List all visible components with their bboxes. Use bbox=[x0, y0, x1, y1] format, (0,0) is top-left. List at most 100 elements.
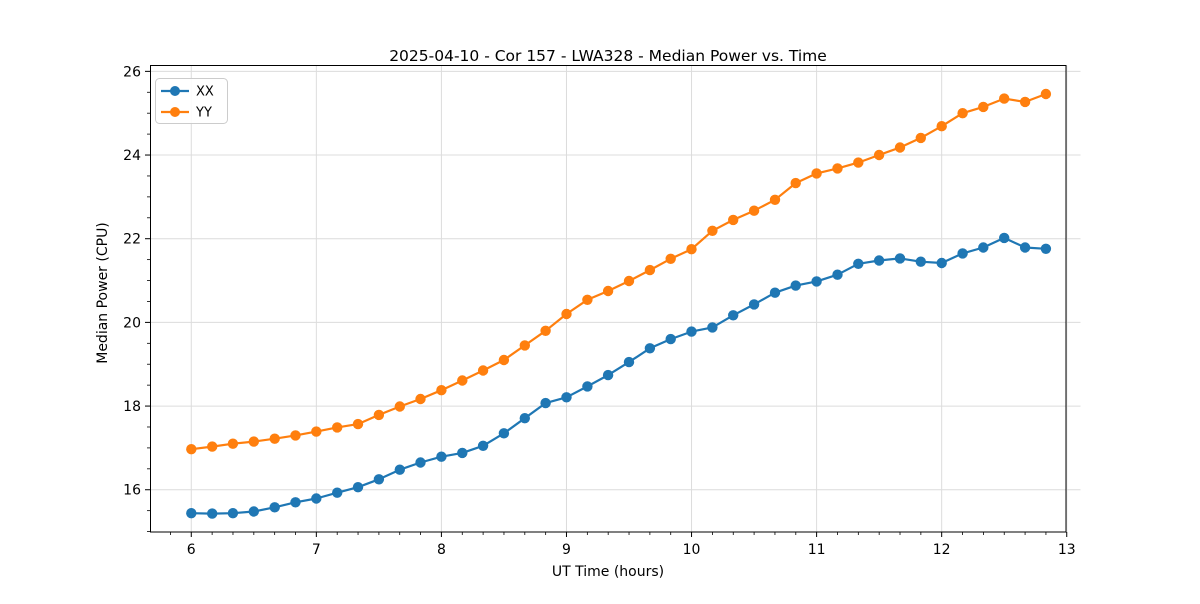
legend-label-yy: YY bbox=[195, 106, 212, 121]
x-tick-label: 6 bbox=[187, 542, 196, 558]
legend-label-xx: XX bbox=[196, 85, 214, 100]
y-tick-label: 24 bbox=[123, 148, 141, 164]
data-point bbox=[269, 502, 280, 513]
legend-marker-yy bbox=[170, 107, 180, 117]
data-point bbox=[332, 422, 343, 433]
data-point bbox=[686, 244, 697, 255]
data-point bbox=[186, 444, 197, 455]
x-tick-label: 13 bbox=[1058, 542, 1076, 558]
data-point bbox=[707, 225, 718, 236]
data-point bbox=[999, 232, 1010, 244]
data-point bbox=[894, 142, 906, 153]
data-point bbox=[373, 474, 385, 485]
data-point bbox=[644, 343, 656, 354]
data-point bbox=[1040, 88, 1052, 100]
data-point bbox=[394, 464, 405, 475]
data-point bbox=[477, 365, 489, 376]
data-point bbox=[207, 441, 218, 452]
data-point bbox=[728, 310, 739, 321]
data-point bbox=[352, 418, 364, 430]
series-line-xx bbox=[191, 236, 1046, 515]
data-point bbox=[1019, 96, 1031, 108]
data-point bbox=[394, 401, 405, 412]
data-point bbox=[373, 409, 385, 421]
data-point bbox=[248, 436, 259, 447]
data-point bbox=[519, 340, 530, 351]
x-axis-label: UT Time (hours) bbox=[552, 564, 664, 580]
x-tick-label: 12 bbox=[933, 542, 951, 558]
data-point bbox=[227, 508, 239, 519]
data-point bbox=[582, 381, 593, 392]
data-point bbox=[769, 194, 781, 205]
data-point bbox=[811, 168, 822, 179]
data-point bbox=[248, 506, 259, 517]
y-tick-label: 26 bbox=[123, 64, 141, 80]
data-point bbox=[352, 482, 364, 493]
data-point bbox=[415, 393, 426, 405]
data-point bbox=[644, 264, 656, 276]
chart-title: 2025-04-10 - Cor 157 - LWA328 - Median P… bbox=[389, 47, 827, 65]
data-point bbox=[665, 253, 676, 264]
data-point bbox=[832, 163, 843, 174]
legend-marker-xx bbox=[170, 86, 180, 96]
data-point bbox=[519, 413, 530, 424]
data-point bbox=[936, 121, 947, 132]
data-point bbox=[436, 385, 447, 396]
data-point bbox=[311, 493, 322, 504]
data-point bbox=[894, 253, 906, 264]
axis-ticks: 6 7 8 9 10 11 12 13 16 18 20 22 24 26 bbox=[123, 64, 1075, 558]
data-point bbox=[999, 93, 1010, 104]
data-point bbox=[853, 258, 864, 269]
x-tick-label: 7 bbox=[312, 542, 321, 558]
data-point bbox=[332, 487, 343, 498]
data-point bbox=[748, 299, 760, 310]
y-tick-label: 22 bbox=[123, 232, 141, 248]
y-tick-label: 16 bbox=[123, 483, 141, 499]
data-point bbox=[936, 257, 947, 269]
data-point bbox=[707, 322, 718, 333]
data-point bbox=[853, 157, 864, 168]
data-point bbox=[623, 275, 635, 287]
data-point bbox=[665, 333, 676, 345]
data-point bbox=[1019, 242, 1031, 253]
series-layer bbox=[186, 88, 1052, 519]
data-point bbox=[957, 248, 968, 259]
y-tick-label: 20 bbox=[123, 315, 141, 331]
x-tick-label: 9 bbox=[562, 542, 571, 558]
data-point bbox=[978, 242, 989, 253]
series-line-yy bbox=[191, 92, 1047, 451]
data-point bbox=[811, 276, 822, 287]
data-point bbox=[561, 308, 572, 320]
x-tick-label: 11 bbox=[808, 542, 826, 558]
data-point bbox=[436, 451, 447, 462]
data-point bbox=[415, 457, 426, 468]
data-point bbox=[186, 508, 197, 519]
data-point bbox=[498, 354, 510, 366]
data-point bbox=[269, 433, 280, 444]
data-point bbox=[957, 108, 968, 119]
data-point bbox=[290, 430, 301, 441]
series-yy bbox=[186, 88, 1052, 455]
series-xx bbox=[186, 232, 1052, 519]
data-point bbox=[561, 392, 572, 403]
data-point bbox=[832, 269, 843, 280]
x-tick-label: 8 bbox=[437, 542, 446, 558]
data-point bbox=[540, 397, 551, 409]
data-point bbox=[207, 508, 218, 519]
data-point bbox=[457, 375, 468, 386]
data-point bbox=[290, 497, 301, 508]
data-point bbox=[227, 438, 239, 449]
data-point bbox=[873, 149, 885, 161]
data-point bbox=[915, 256, 926, 267]
legend: XX YY bbox=[155, 78, 228, 124]
y-axis-label: Median Power (CPU) bbox=[95, 222, 111, 364]
data-point bbox=[540, 325, 551, 336]
data-point bbox=[790, 280, 801, 291]
legend-box bbox=[155, 78, 228, 124]
data-point bbox=[498, 428, 510, 439]
data-point bbox=[790, 177, 801, 189]
data-point bbox=[1040, 243, 1052, 254]
legend-item-xx: XX bbox=[161, 85, 214, 100]
